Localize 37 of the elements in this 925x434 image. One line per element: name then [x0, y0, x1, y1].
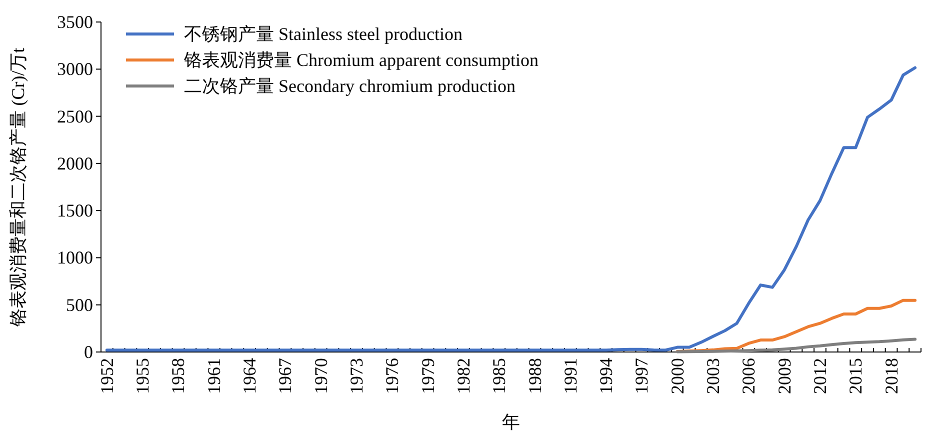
legend-label: 铬表观消费量 Chromium apparent consumption — [183, 50, 538, 70]
x-tick-label: 1976 — [382, 358, 402, 394]
x-tick-label: 2006 — [738, 358, 759, 394]
y-tick-label: 1000 — [57, 248, 93, 268]
x-tick-label: 1991 — [560, 358, 580, 394]
line-series — [676, 338, 917, 354]
y-tick-label: 2500 — [57, 106, 93, 126]
x-tick-label: 2015 — [846, 358, 866, 394]
x-tick-label: 1955 — [132, 358, 153, 394]
legend-label: 不锈钢产量 Stainless steel production — [184, 24, 462, 44]
x-tick-label: 1970 — [310, 358, 331, 394]
x-tick-label: 1997 — [632, 358, 652, 394]
x-tick-label: 1958 — [168, 358, 188, 394]
x-tick-label: 1952 — [96, 358, 117, 394]
x-tick-label: 1964 — [240, 358, 260, 394]
x-tick-label: 2000 — [667, 358, 688, 394]
y-tick-label: 3500 — [57, 12, 93, 32]
x-tick-label: 1979 — [418, 358, 438, 394]
x-tick-label: 1967 — [275, 358, 296, 394]
y-tick-label: 500 — [66, 294, 93, 315]
x-axis-title: 年 — [502, 412, 520, 432]
x-tick-label: 2018 — [881, 358, 902, 394]
x-tick-label: 1982 — [453, 358, 474, 394]
legend-label: 二次铬产量 Secondary chromium production — [184, 76, 516, 96]
y-tick-label: 0 — [84, 342, 93, 362]
x-tick-label: 1994 — [596, 358, 616, 394]
y-tick-label: 2000 — [57, 153, 93, 174]
x-tick-label: 2009 — [774, 358, 794, 394]
x-tick-label: 1961 — [204, 358, 224, 394]
y-axis-title: 铬表观消费量和二次铬产量 (Cr)/万t — [8, 48, 28, 328]
y-tick-label: 1500 — [57, 200, 93, 221]
x-tick-label: 2003 — [703, 358, 724, 394]
x-tick-label: 1988 — [524, 358, 545, 394]
y-tick-label: 3000 — [57, 59, 93, 80]
x-tick-label: 2012 — [810, 358, 830, 394]
x-tick-label: 1973 — [346, 358, 367, 394]
x-tick-label: 1985 — [489, 358, 510, 394]
